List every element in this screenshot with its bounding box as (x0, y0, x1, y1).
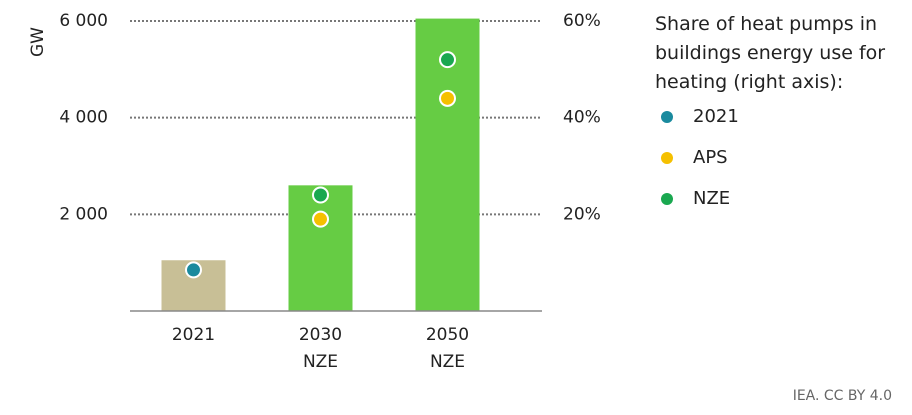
legend-marker (661, 111, 673, 123)
legend-marker (661, 193, 673, 205)
legend-marker (661, 152, 673, 164)
dot (439, 89, 456, 107)
source: IEA. CC BY 4.0 (793, 388, 892, 404)
x-tick-label: NZE (303, 352, 338, 372)
dot (185, 261, 202, 279)
dot (439, 51, 456, 69)
x-tick-label: 2050 (426, 325, 469, 345)
legend-title: Share of heat pumps in buildings energy … (655, 13, 886, 93)
y-axis-label: GW (28, 27, 48, 57)
dot (312, 210, 329, 228)
y-tick-label: 4 000 (59, 108, 108, 128)
y2-tick-label: 40% (563, 108, 601, 128)
y2-tick-label: 60% (563, 11, 601, 31)
bar (288, 185, 353, 311)
legend-label: APS (693, 147, 728, 168)
legend-label: 2021 (693, 106, 739, 127)
y-tick-label: 2 000 (59, 204, 108, 224)
x-tick-label: 2021 (172, 325, 215, 345)
y2-tick-label: 20% (563, 204, 601, 224)
y-tick-label: 6 000 (59, 11, 108, 31)
x-tick-label: NZE (430, 352, 465, 372)
legend-label: NZE (693, 188, 730, 209)
x-tick-label: 2030 (299, 325, 342, 345)
dot (312, 186, 329, 204)
